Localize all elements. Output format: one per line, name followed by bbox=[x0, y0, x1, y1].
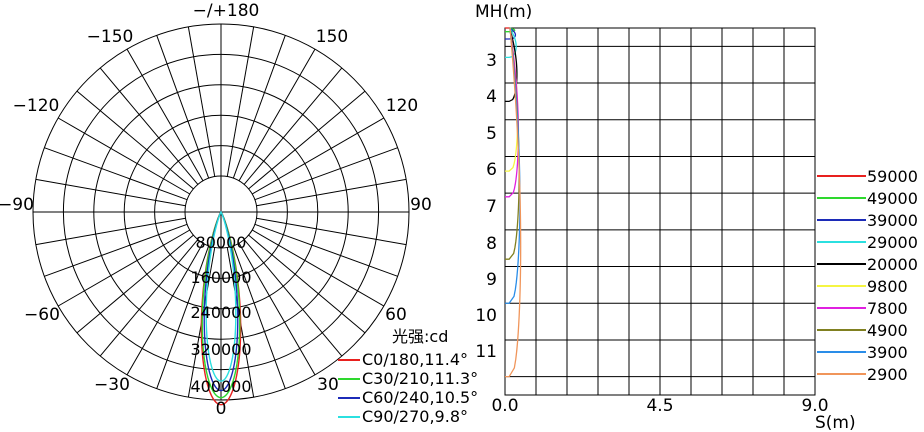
angle-label-0: 0 bbox=[216, 399, 227, 419]
polar-spoke bbox=[238, 242, 316, 376]
legend-entry: 9800 bbox=[867, 277, 908, 296]
isolux-curves bbox=[505, 27, 522, 378]
polar-spoke bbox=[126, 48, 204, 182]
legend-entry: 39000 bbox=[867, 211, 918, 230]
legend-entry: 29000 bbox=[867, 233, 918, 252]
y-tick-label: 5 bbox=[486, 124, 497, 144]
y-tick-label: 8 bbox=[486, 234, 497, 254]
polar-legend: 光强:cd C0/180,11.4° C30/210,11.3° C60/240… bbox=[338, 327, 478, 426]
polar-spoke bbox=[232, 245, 286, 389]
legend-entry: 2900 bbox=[867, 365, 908, 384]
angle-label-150: 150 bbox=[316, 27, 348, 47]
angle-label-neg150: −150 bbox=[87, 27, 134, 47]
y-tick-label: 6 bbox=[486, 160, 497, 180]
radial-tick-label: 320000 bbox=[190, 340, 251, 359]
polar-curve-3 bbox=[205, 211, 237, 382]
y-tick-label: 11 bbox=[475, 342, 497, 362]
polar-spoke bbox=[35, 178, 186, 207]
unit-label: 光强:cd bbox=[392, 327, 448, 346]
polar-spoke bbox=[35, 217, 186, 246]
polar-radial-labels: 80000 160000 240000 320000 400000 bbox=[190, 233, 251, 396]
legend-entry: 3900 bbox=[867, 343, 908, 362]
polar-spoke bbox=[99, 239, 199, 357]
x-tick-label: 9.0 bbox=[801, 396, 828, 416]
radial-tick-label: 80000 bbox=[196, 233, 247, 252]
radial-tick-label: 160000 bbox=[190, 268, 251, 287]
polar-spoke bbox=[243, 239, 343, 357]
legend-entry: C90/270,9.8° bbox=[362, 407, 468, 426]
legend-entry: 49000 bbox=[867, 189, 918, 208]
x-tick-label: 0.0 bbox=[491, 396, 518, 416]
polar-spoke bbox=[254, 223, 398, 277]
polar-grid bbox=[32, 23, 410, 401]
angle-label-180: −/+180 bbox=[193, 1, 260, 21]
polar-spoke bbox=[44, 223, 188, 277]
polar-curves bbox=[200, 211, 242, 406]
angle-label-neg90: −90 bbox=[0, 195, 34, 215]
polar-spoke bbox=[76, 90, 194, 190]
legend-entry: C60/240,10.5° bbox=[362, 388, 478, 407]
polar-spoke bbox=[226, 26, 255, 177]
polar-spoke bbox=[156, 245, 210, 389]
angle-label-60: 60 bbox=[385, 305, 407, 325]
polar-spoke bbox=[256, 178, 407, 207]
polar-spoke bbox=[243, 67, 343, 185]
polar-spoke bbox=[238, 48, 316, 182]
isolux-grid bbox=[504, 27, 816, 396]
polar-spoke bbox=[251, 229, 385, 307]
y-tick-labels: 3 4 5 6 7 8 9 10 11 bbox=[475, 51, 497, 362]
angle-label-90: 90 bbox=[410, 195, 432, 215]
angle-label-120: 120 bbox=[386, 96, 418, 116]
polar-spoke bbox=[248, 234, 366, 334]
angle-label-neg60: −60 bbox=[24, 305, 60, 325]
polar-spoke bbox=[232, 35, 286, 179]
angle-label-30: 30 bbox=[317, 375, 339, 395]
radial-tick-label: 240000 bbox=[190, 303, 251, 322]
y-axis-title: MH(m) bbox=[475, 2, 532, 22]
polar-spoke bbox=[256, 217, 407, 246]
polar-spoke bbox=[126, 242, 204, 376]
angle-label-neg120: −120 bbox=[13, 96, 60, 116]
polar-spoke bbox=[251, 117, 385, 195]
x-tick-labels: 0.0 4.5 9.0 bbox=[491, 396, 828, 416]
polar-spoke bbox=[44, 147, 188, 201]
y-tick-label: 7 bbox=[486, 197, 497, 217]
y-tick-label: 3 bbox=[486, 51, 497, 71]
polar-spoke bbox=[57, 117, 191, 195]
polar-spoke bbox=[254, 147, 398, 201]
polar-spoke bbox=[248, 90, 366, 190]
legend-entry: C30/210,11.3° bbox=[362, 369, 478, 388]
legend-entry: 20000 bbox=[867, 255, 918, 274]
isolux-chart: MH(m) S(m) 3 4 5 6 7 8 9 10 11 0.0 4.5 9… bbox=[475, 2, 918, 432]
polar-angle-labels: −/+180 −150 150 −120 120 −90 90 −60 60 −… bbox=[0, 1, 432, 419]
polar-intensity-chart: −/+180 −150 150 −120 120 −90 90 −60 60 −… bbox=[0, 1, 478, 426]
radial-tick-label: 400000 bbox=[190, 377, 251, 396]
legend-entry: 59000 bbox=[867, 167, 918, 186]
legend-entry: 4900 bbox=[867, 321, 908, 340]
polar-spoke bbox=[156, 35, 210, 179]
x-axis-title: S(m) bbox=[815, 413, 856, 432]
y-tick-label: 9 bbox=[486, 270, 497, 290]
polar-spoke bbox=[99, 67, 199, 185]
y-tick-label: 4 bbox=[486, 87, 497, 107]
polar-spoke bbox=[76, 234, 194, 334]
polar-spoke bbox=[187, 26, 216, 177]
polar-spoke bbox=[57, 229, 191, 307]
legend-entry: C0/180,11.4° bbox=[362, 350, 468, 369]
isolux-legend: 59000 49000 39000 29000 20000 9800 7800 … bbox=[817, 167, 918, 384]
angle-label-neg30: −30 bbox=[94, 375, 130, 395]
isolux-curve-9 bbox=[505, 27, 522, 378]
legend-entry: 7800 bbox=[867, 299, 908, 318]
x-tick-label: 4.5 bbox=[646, 396, 673, 416]
y-tick-label: 10 bbox=[475, 306, 497, 326]
